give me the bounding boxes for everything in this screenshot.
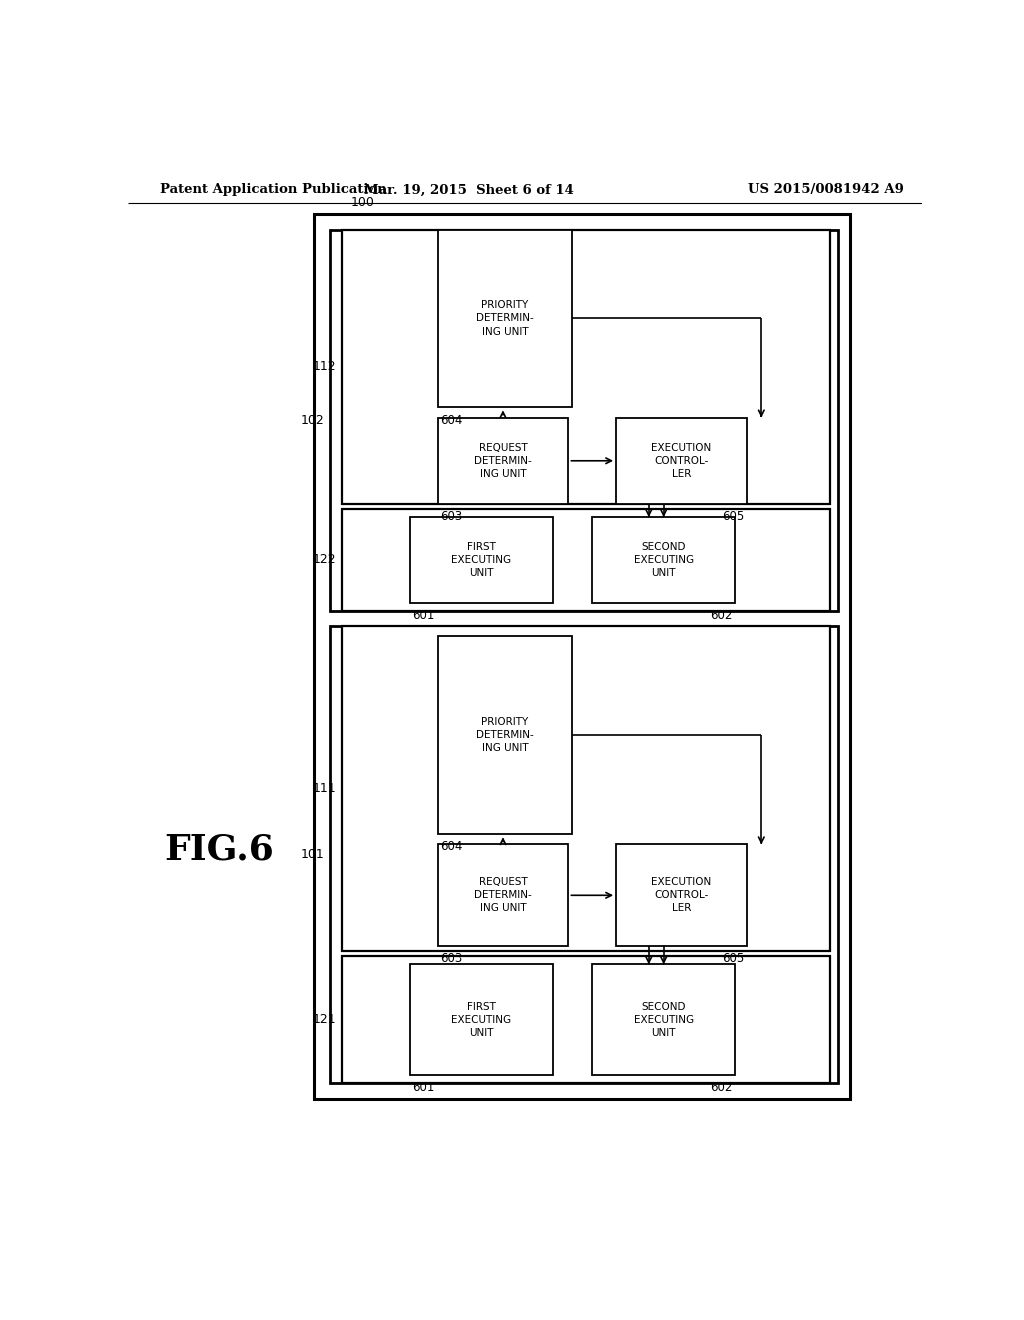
Bar — [592, 965, 735, 1076]
Text: REQUEST
DETERMIN-
ING UNIT: REQUEST DETERMIN- ING UNIT — [474, 876, 531, 913]
Text: EXECUTION
CONTROL-
LER: EXECUTION CONTROL- LER — [651, 442, 712, 479]
Text: FIRST
EXECUTING
UNIT: FIRST EXECUTING UNIT — [452, 1002, 511, 1038]
Text: 601: 601 — [412, 609, 434, 622]
Text: 122: 122 — [312, 553, 336, 566]
Text: 603: 603 — [440, 510, 462, 523]
Bar — [331, 230, 839, 611]
Bar — [342, 510, 830, 611]
Text: FIG.6: FIG.6 — [164, 833, 274, 866]
Text: PRIORITY
DETERMIN-
ING UNIT: PRIORITY DETERMIN- ING UNIT — [476, 717, 534, 754]
Text: 100: 100 — [350, 197, 374, 210]
Bar — [331, 626, 839, 1084]
Text: 604: 604 — [440, 413, 462, 426]
Text: Mar. 19, 2015  Sheet 6 of 14: Mar. 19, 2015 Sheet 6 of 14 — [365, 183, 574, 197]
Text: SECOND
EXECUTING
UNIT: SECOND EXECUTING UNIT — [634, 541, 693, 578]
Bar — [342, 956, 830, 1084]
Bar — [410, 965, 553, 1076]
Text: Patent Application Publication: Patent Application Publication — [160, 183, 386, 197]
Text: FIRST
EXECUTING
UNIT: FIRST EXECUTING UNIT — [452, 541, 511, 578]
Bar — [410, 517, 553, 602]
Text: EXECUTION
CONTROL-
LER: EXECUTION CONTROL- LER — [651, 876, 712, 913]
Text: 121: 121 — [312, 1014, 336, 1026]
Text: 101: 101 — [300, 849, 324, 861]
Bar — [437, 636, 572, 834]
Text: SECOND
EXECUTING
UNIT: SECOND EXECUTING UNIT — [634, 1002, 693, 1038]
Bar — [314, 214, 850, 1098]
Bar — [437, 417, 568, 504]
Text: 604: 604 — [440, 841, 462, 854]
Text: 102: 102 — [300, 413, 324, 426]
Bar — [437, 845, 568, 946]
Text: 602: 602 — [711, 609, 733, 622]
Text: PRIORITY
DETERMIN-
ING UNIT: PRIORITY DETERMIN- ING UNIT — [476, 300, 534, 337]
Text: US 2015/0081942 A9: US 2015/0081942 A9 — [749, 183, 904, 197]
Bar — [592, 517, 735, 602]
Text: 601: 601 — [412, 1081, 434, 1094]
Bar — [342, 230, 830, 504]
Bar — [437, 230, 572, 408]
Bar — [616, 417, 748, 504]
Text: 112: 112 — [312, 360, 336, 374]
Bar — [342, 626, 830, 952]
Bar — [616, 845, 748, 946]
Text: 605: 605 — [722, 952, 744, 965]
Text: REQUEST
DETERMIN-
ING UNIT: REQUEST DETERMIN- ING UNIT — [474, 442, 531, 479]
Text: 602: 602 — [711, 1081, 733, 1094]
Text: 603: 603 — [440, 952, 462, 965]
Text: 111: 111 — [312, 781, 336, 795]
Text: 605: 605 — [722, 510, 744, 523]
